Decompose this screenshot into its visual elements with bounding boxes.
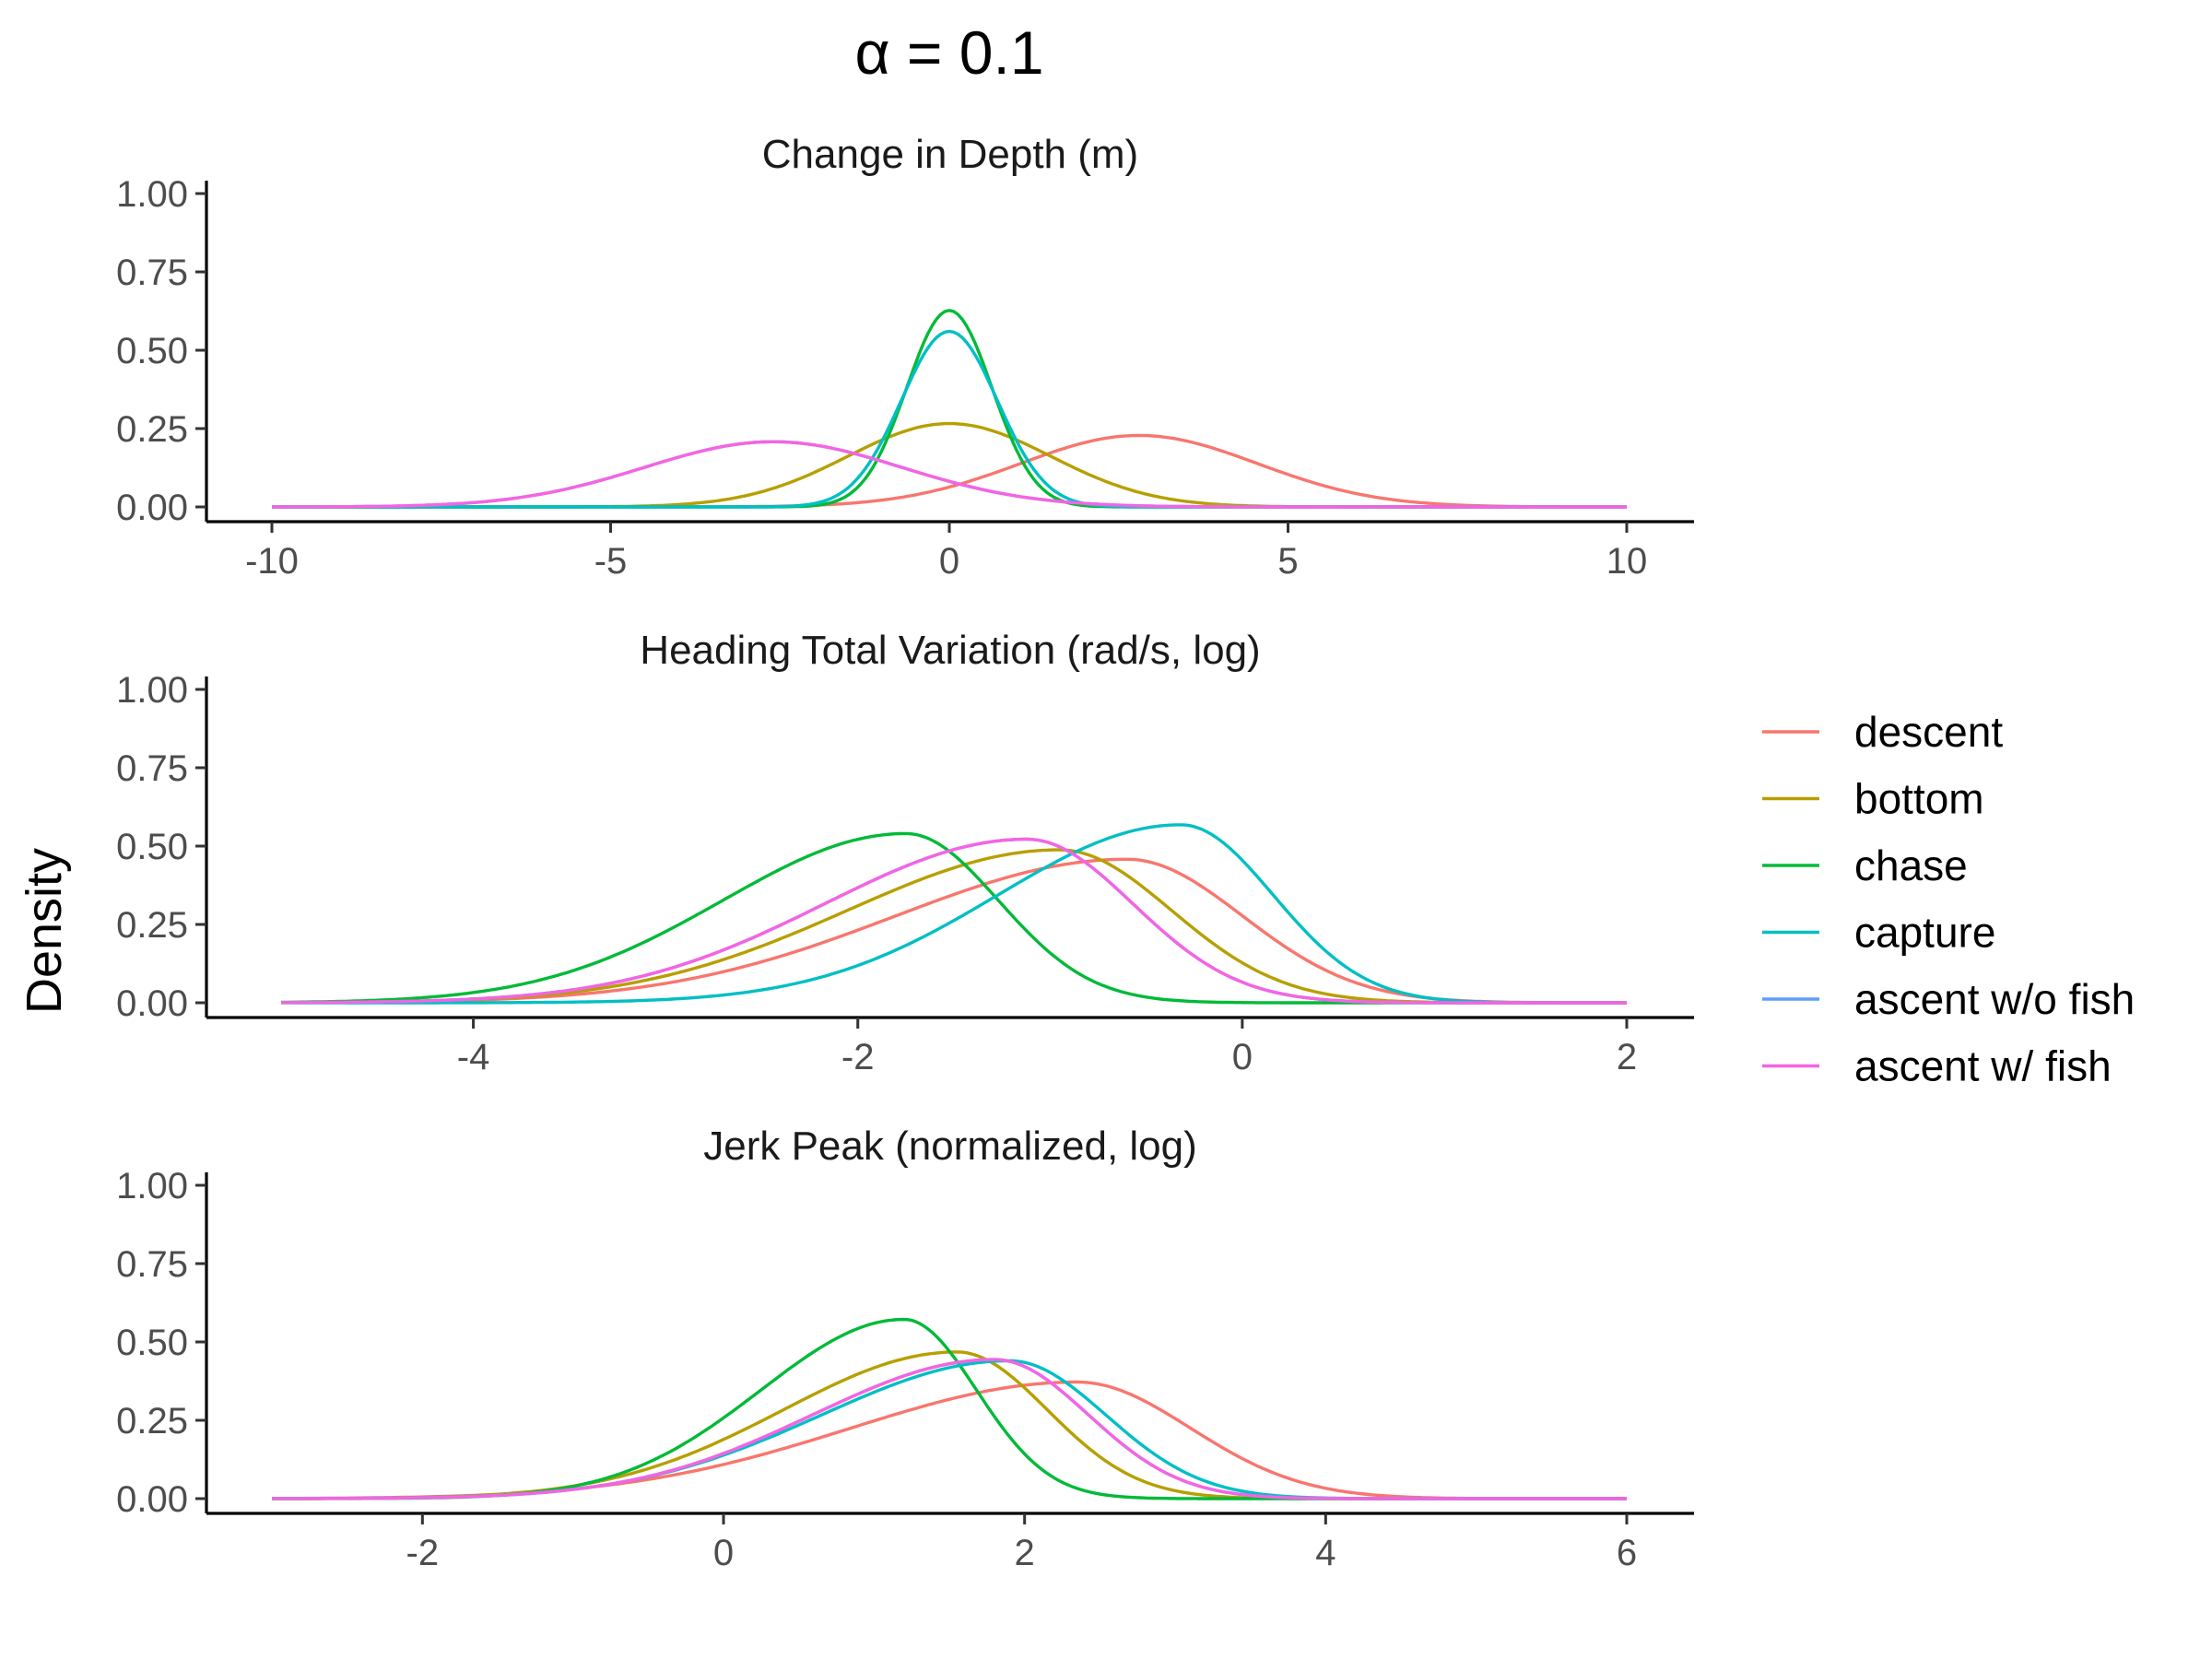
y-axis-label: Density [17, 848, 72, 1014]
density-curve-capture [281, 823, 1627, 1005]
y-tick-label: 0.75 [116, 748, 188, 789]
x-tick-label: 2 [1015, 1533, 1035, 1573]
y-tick-label: 0.50 [116, 827, 188, 867]
y-tick-label: 1.00 [116, 174, 188, 215]
panels: Change in Depth (m) 0.00 0.25 0.50 0.75 1.00 -… [116, 132, 1694, 1573]
density-curve-capture [272, 1359, 1627, 1500]
panel-title: Jerk Peak (normalized, log) [703, 1124, 1197, 1169]
y-tick-label: 1.00 [116, 670, 188, 711]
density-curve-descent [281, 857, 1627, 1005]
legend-label: bottom [1854, 775, 1984, 823]
panel-1: Change in Depth (m) 0.00 0.25 0.50 0.75 1.00 -… [116, 132, 1694, 582]
y-tick-label: 0.25 [116, 905, 188, 946]
density-curve-descent [272, 1380, 1627, 1500]
x-tick-label: 10 [1606, 541, 1648, 582]
density-curve-descent [272, 433, 1627, 509]
legend-item-ascent-w-o-fish: ascent w/o fish [1762, 975, 2135, 1023]
y-tick-label: 0.00 [116, 1479, 188, 1520]
x-tick-label: 0 [1232, 1037, 1253, 1077]
y-tick-label: 0.75 [116, 253, 188, 293]
density-curve-chase [280, 831, 1627, 1005]
x-tick-label: 6 [1617, 1533, 1637, 1573]
density-curve-bottom [272, 421, 1627, 509]
x-tick-label: -2 [841, 1037, 875, 1077]
x-tick-label: 2 [1617, 1037, 1637, 1077]
density-curve-ascent-w-fish [272, 440, 1627, 509]
x-tick-label: -5 [594, 541, 628, 582]
y-tick-label: 0.50 [116, 331, 188, 371]
panel-2: Heading Total Variation (rad/s, log) 0.00… [116, 628, 1694, 1077]
x-tick-label: -10 [245, 541, 299, 582]
y-tick-label: 0.25 [116, 1401, 188, 1441]
x-tick-label: -2 [406, 1533, 440, 1573]
density-curve-ascent-w-o-fish [272, 1358, 1627, 1500]
legend-label: ascent w/ fish [1854, 1042, 2112, 1090]
y-tick-label: 1.00 [116, 1166, 188, 1206]
legend-item-capture: capture [1762, 909, 1995, 957]
figure-title: α = 0.1 [854, 18, 1043, 87]
density-curve-chase [272, 1317, 1627, 1500]
y-tick-label: 0.25 [116, 409, 188, 450]
legend-label: descent [1854, 708, 2003, 756]
y-tick-label: 0.75 [116, 1244, 188, 1285]
legend: descent bottom chase capture ascent w/o fish… [1762, 708, 2135, 1090]
density-curve-bottom [272, 1350, 1627, 1500]
y-tick-label: 0.00 [116, 488, 188, 528]
panel-title: Heading Total Variation (rad/s, log) [640, 628, 1260, 673]
legend-label: chase [1854, 841, 1968, 889]
y-tick-label: 0.00 [116, 983, 188, 1024]
density-curve-ascent-w-fish [272, 1358, 1627, 1500]
legend-label: capture [1854, 909, 1995, 957]
density-curve-bottom [281, 848, 1627, 1005]
legend-item-ascent-w-fish: ascent w/ fish [1762, 1042, 2112, 1090]
density-curve-chase [272, 309, 1627, 509]
panel-title: Change in Depth (m) [762, 132, 1138, 177]
x-tick-label: 0 [939, 541, 959, 582]
legend-item-bottom: bottom [1762, 775, 1984, 823]
legend-label: ascent w/o fish [1854, 975, 2135, 1023]
legend-item-chase: chase [1762, 841, 1968, 889]
x-tick-label: 4 [1315, 1533, 1335, 1573]
x-tick-label: 5 [1277, 541, 1298, 582]
density-curve-ascent-w-o-fish [272, 440, 1627, 509]
y-tick-label: 0.50 [116, 1323, 188, 1363]
panel-3: Jerk Peak (normalized, log) 0.00 0.25 0.50 0… [116, 1124, 1694, 1573]
x-tick-label: -4 [457, 1037, 490, 1077]
density-curve-ascent-w-fish [281, 837, 1627, 1005]
x-tick-label: 0 [713, 1533, 734, 1573]
legend-item-descent: descent [1762, 708, 2003, 756]
